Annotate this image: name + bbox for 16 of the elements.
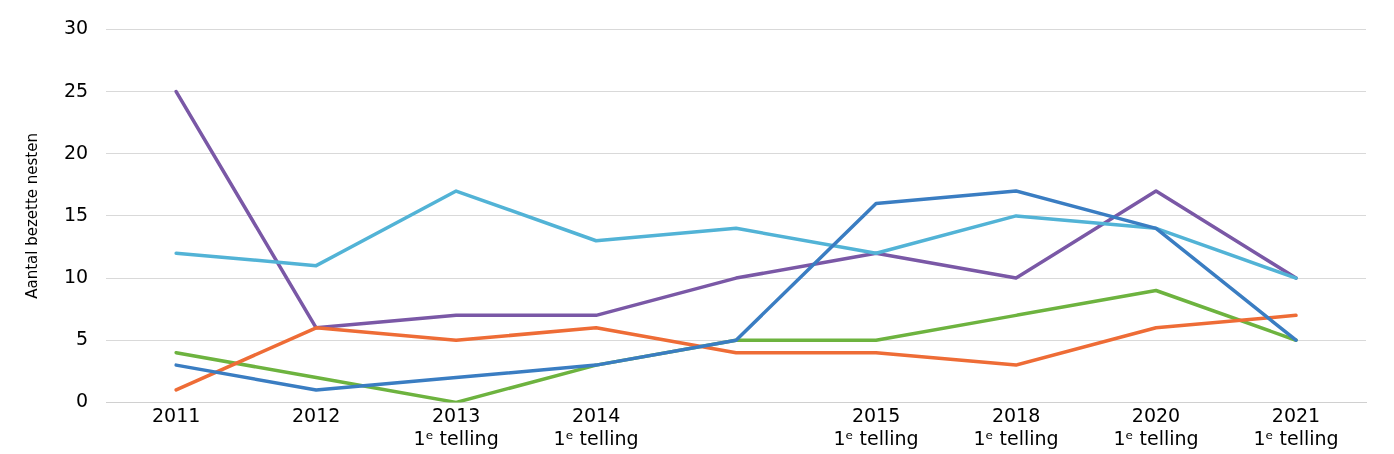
x-tick-label: 2020 1ᵉ telling	[1113, 403, 1199, 449]
x-tick-label: 2015 1ᵉ telling	[833, 403, 919, 449]
y-tick-label: 5	[76, 327, 89, 350]
y-tick-label: 25	[63, 78, 89, 101]
x-tick-label: 2011	[151, 403, 201, 426]
y-tick-label: 15	[63, 202, 89, 225]
y-tick-label: 20	[63, 140, 89, 163]
y-tick-label: 10	[63, 265, 89, 287]
x-tick-label: 2013 1ᵉ telling	[413, 403, 499, 449]
y-axis-title: Aantal bezette nesten	[22, 133, 41, 299]
x-tick-label: 2014 1ᵉ telling	[553, 403, 639, 449]
y-tick-label: 0	[76, 389, 89, 412]
x-tick-label: 2012	[291, 403, 341, 426]
x-tick-label: 2021 1ᵉ telling	[1253, 403, 1339, 449]
x-tick-label: 2018 1ᵉ telling	[973, 403, 1059, 449]
y-tick-label: 30	[63, 16, 89, 39]
